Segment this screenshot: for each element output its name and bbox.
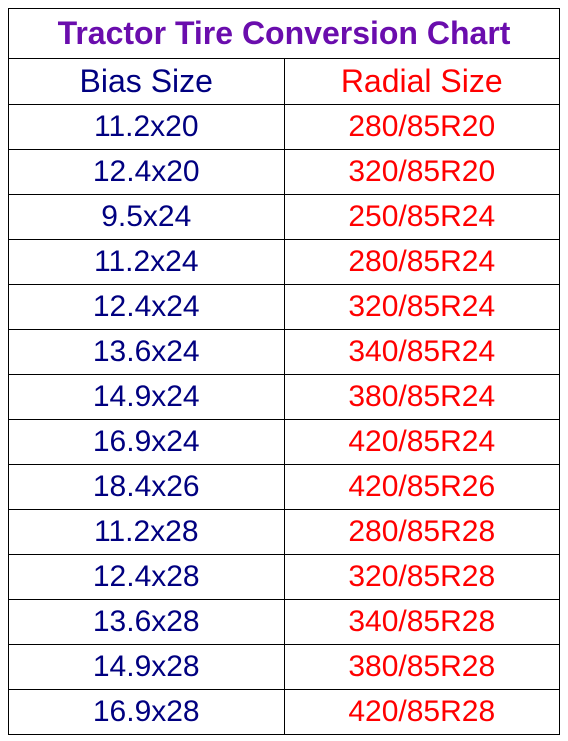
conversion-chart: Tractor Tire Conversion Chart Bias Size …	[8, 8, 560, 735]
bias-cell: 12.4x24	[9, 285, 285, 329]
bias-cell: 14.9x24	[9, 375, 285, 419]
table-row: 14.9x28380/85R28	[9, 645, 559, 690]
table-row: 12.4x20320/85R20	[9, 150, 559, 195]
bias-cell: 12.4x28	[9, 555, 285, 599]
chart-title: Tractor Tire Conversion Chart	[9, 9, 559, 59]
radial-cell: 320/85R28	[285, 555, 560, 599]
radial-cell: 380/85R28	[285, 645, 560, 689]
radial-cell: 320/85R24	[285, 285, 560, 329]
radial-cell: 380/85R24	[285, 375, 560, 419]
table-row: 11.2x20280/85R20	[9, 105, 559, 150]
bias-cell: 16.9x28	[9, 690, 285, 734]
bias-cell: 13.6x24	[9, 330, 285, 374]
table-row: 11.2x24280/85R24	[9, 240, 559, 285]
radial-cell: 280/85R28	[285, 510, 560, 554]
bias-cell: 11.2x24	[9, 240, 285, 284]
table-row: 16.9x24420/85R24	[9, 420, 559, 465]
table-row: 9.5x24250/85R24	[9, 195, 559, 240]
table-row: 18.4x26420/85R26	[9, 465, 559, 510]
table-row: 13.6x28340/85R28	[9, 600, 559, 645]
radial-cell: 340/85R24	[285, 330, 560, 374]
bias-cell: 14.9x28	[9, 645, 285, 689]
bias-cell: 11.2x28	[9, 510, 285, 554]
bias-cell: 12.4x20	[9, 150, 285, 194]
table-row: 16.9x28420/85R28	[9, 690, 559, 734]
radial-cell: 280/85R20	[285, 105, 560, 149]
header-row: Bias Size Radial Size	[9, 59, 559, 105]
table-row: 14.9x24380/85R24	[9, 375, 559, 420]
radial-cell: 420/85R26	[285, 465, 560, 509]
radial-cell: 420/85R28	[285, 690, 560, 734]
bias-cell: 9.5x24	[9, 195, 285, 239]
radial-header: Radial Size	[285, 59, 560, 104]
radial-cell: 320/85R20	[285, 150, 560, 194]
radial-cell: 250/85R24	[285, 195, 560, 239]
bias-cell: 16.9x24	[9, 420, 285, 464]
radial-cell: 340/85R28	[285, 600, 560, 644]
table-row: 11.2x28280/85R28	[9, 510, 559, 555]
table-row: 12.4x24320/85R24	[9, 285, 559, 330]
bias-cell: 11.2x20	[9, 105, 285, 149]
radial-cell: 420/85R24	[285, 420, 560, 464]
data-rows-container: 11.2x20280/85R2012.4x20320/85R209.5x2425…	[9, 105, 559, 734]
radial-cell: 280/85R24	[285, 240, 560, 284]
table-row: 13.6x24340/85R24	[9, 330, 559, 375]
bias-cell: 13.6x28	[9, 600, 285, 644]
bias-header: Bias Size	[9, 59, 285, 104]
table-row: 12.4x28320/85R28	[9, 555, 559, 600]
bias-cell: 18.4x26	[9, 465, 285, 509]
